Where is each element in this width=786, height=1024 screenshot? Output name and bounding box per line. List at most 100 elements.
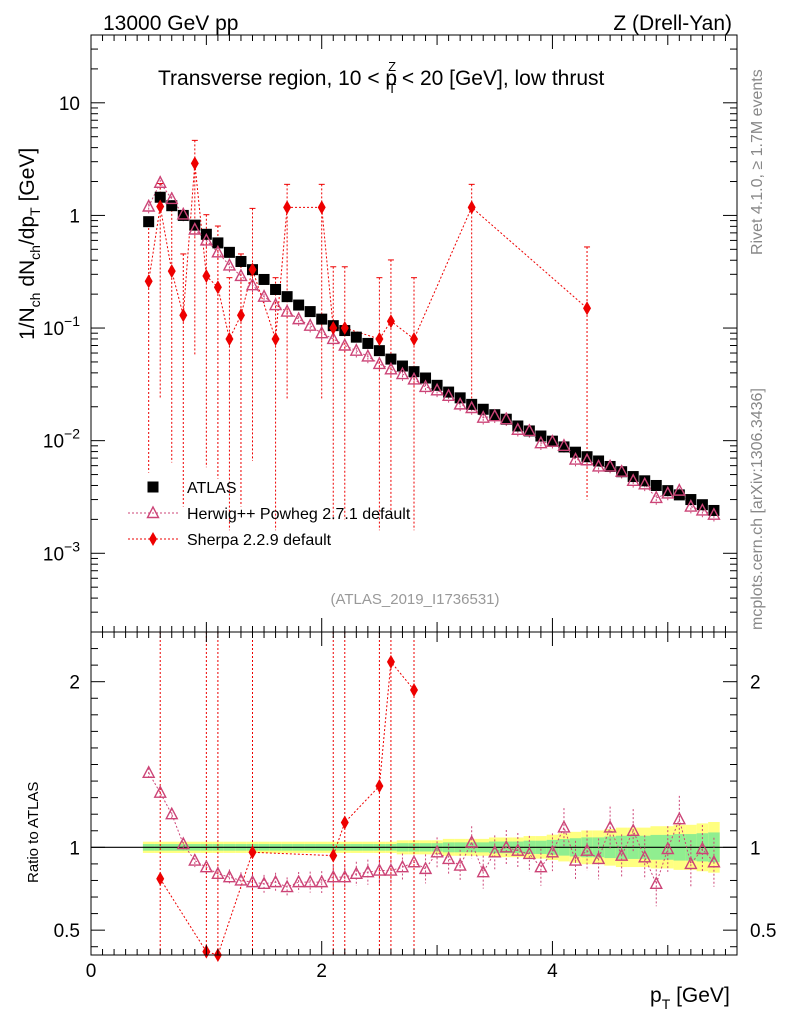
sherpa-point (583, 301, 592, 316)
herwig-point (211, 244, 225, 258)
atlas-point (546, 435, 558, 447)
herwig-ratio-point (649, 876, 663, 889)
atlas-point (212, 237, 224, 249)
herwig-ratio-point (603, 819, 617, 833)
herwig-point (165, 191, 179, 205)
herwig-ratio-point (211, 866, 225, 880)
herwig-point (499, 411, 513, 425)
herwig-point (638, 476, 652, 490)
atlas-point (258, 273, 270, 285)
herwig-ratio-point (453, 858, 467, 871)
sherpa-point (340, 321, 349, 336)
herwig-ratio-point (430, 844, 444, 858)
sherpa-point (386, 314, 395, 329)
sherpa-point (144, 274, 153, 289)
atlas-point (489, 409, 501, 421)
legend-label: ATLAS (187, 480, 237, 497)
ratio-y-tick-label-right: 1 (750, 838, 761, 859)
herwig-point (153, 175, 167, 188)
ratio-y-tick-label: 1 (69, 838, 80, 859)
atlas-point (166, 200, 178, 212)
herwig-ratio-point (407, 854, 421, 868)
herwig-ratio-point (580, 843, 594, 856)
herwig-point (430, 382, 444, 396)
herwig-ratio-point (395, 859, 410, 873)
herwig-point (661, 485, 675, 499)
atlas-point (270, 283, 282, 295)
herwig-point (557, 438, 571, 452)
herwig-ratio-point (638, 849, 652, 863)
herwig-ratio-point (384, 863, 398, 876)
atlas-point (500, 413, 512, 425)
herwig-ratio-point (418, 861, 433, 875)
herwig-ratio-point (257, 876, 271, 889)
atlas-point (362, 337, 374, 349)
atlas-point (581, 451, 593, 463)
atlas-point (420, 372, 432, 384)
herwig-point (257, 289, 271, 302)
sherpa-point (236, 308, 245, 323)
ratio-y-tick-label: 2 (69, 673, 80, 694)
herwig-ratio-point (707, 854, 721, 868)
main-series-lines (148, 163, 715, 516)
mcplots-label: mcplots.cern.ch [arXiv:1306.3436] (749, 388, 766, 630)
herwig-point (511, 422, 525, 435)
y-tick-label: 1 (69, 206, 80, 227)
herwig-point (695, 502, 710, 516)
ratio-ylabel: Ratio to ATLAS (25, 782, 42, 883)
herwig-ratio-point (234, 872, 248, 886)
herwig-point (326, 331, 340, 345)
herwig-ratio-point (165, 806, 179, 820)
herwig-ratio-point (176, 836, 190, 850)
y-tick-label: 10 (59, 94, 80, 115)
herwig-ratio-point (245, 874, 260, 888)
atlas-point (639, 475, 651, 487)
herwig-point (626, 473, 640, 487)
herwig-ratio-point (280, 879, 294, 893)
atlas-point (477, 403, 489, 415)
atlas-point (143, 216, 155, 228)
herwig-point (303, 318, 317, 331)
herwig-point (361, 348, 375, 362)
herwig-point (188, 221, 202, 235)
herwig-ratio-point (591, 851, 606, 865)
x-tick-label: 4 (547, 961, 558, 982)
main-ylabel: 1/Nch dNch/dpT [GeV] (16, 148, 43, 340)
herwig-point (580, 452, 594, 466)
atlas-point (523, 425, 535, 437)
herwig-point (280, 304, 294, 317)
sherpa-point (375, 331, 384, 346)
herwig-ratio-point (222, 869, 237, 883)
y-tick-label: 10−2 (43, 426, 80, 453)
atlas-point (443, 386, 455, 398)
herwig-point (176, 206, 190, 220)
legend-atlas-marker (147, 481, 159, 493)
xlabel: pT [GeV] (650, 984, 730, 1012)
herwig-ratio-point (568, 853, 583, 866)
ratio-y-tick-label-right: 2 (750, 673, 761, 694)
y-tick-label: 10−1 (43, 313, 80, 340)
herwig-point (465, 400, 479, 414)
herwig-ratio-point (326, 869, 340, 883)
herwig-point (441, 388, 456, 402)
herwig-point (568, 452, 583, 465)
watermark: (ATLAS_2019_I1736531) (330, 591, 499, 608)
sherpa-point (225, 331, 234, 346)
atlas-point (235, 255, 247, 267)
ratio-markers (142, 654, 721, 962)
herwig-ratio-point (557, 819, 571, 833)
sherpa-ratio-point (329, 848, 338, 863)
herwig-ratio-point (465, 834, 479, 848)
atlas-point (154, 191, 166, 203)
herwig-point (291, 311, 306, 325)
herwig-ratio-point (545, 844, 560, 858)
herwig-point (245, 277, 260, 291)
herwig-point (384, 361, 398, 375)
herwig-point (522, 423, 537, 437)
x-tick-label: 2 (316, 961, 327, 982)
sherpa-point (167, 264, 176, 279)
plot-title: Transverse region, 10 < pZ T < 20 [GeV], … (158, 59, 605, 96)
herwig-ratio-point (522, 846, 537, 860)
atlas-point (350, 331, 362, 343)
